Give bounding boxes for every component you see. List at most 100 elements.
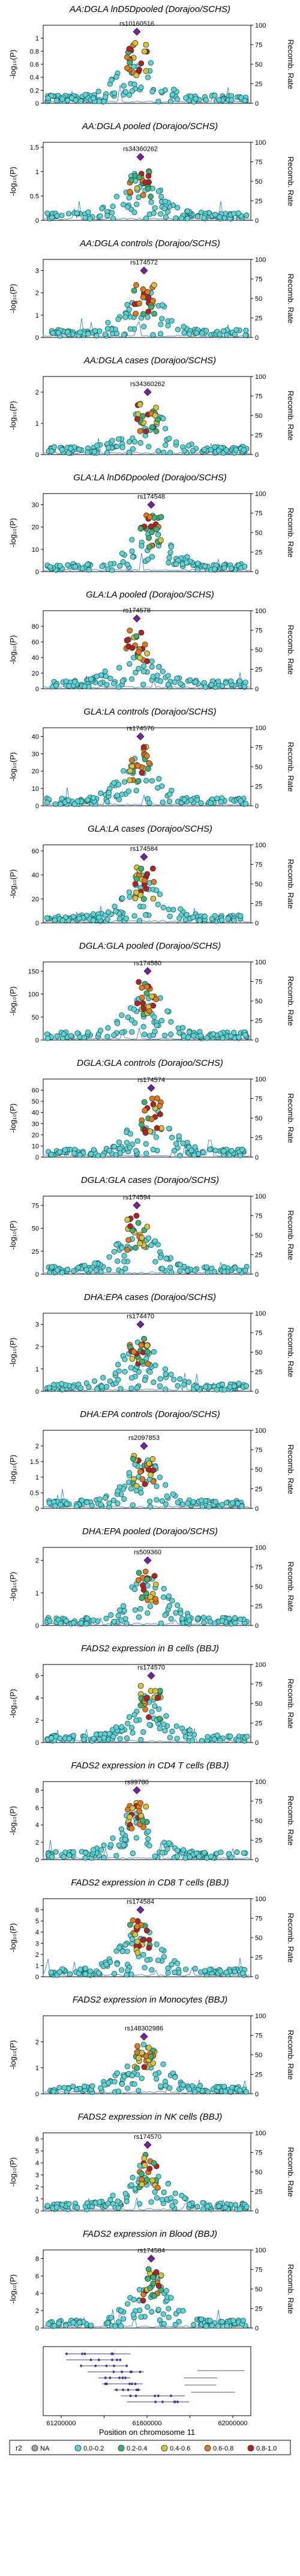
rate-tick-label: 0 <box>255 217 259 225</box>
snp-point <box>158 193 164 200</box>
snp-point <box>97 1027 104 1033</box>
snp-point <box>131 1006 137 1012</box>
snp-point <box>135 1577 142 1583</box>
snp-point <box>74 2204 80 2211</box>
snp-point <box>219 917 225 923</box>
rate-axis-label: Recomb. Rate <box>286 742 295 791</box>
snp-point <box>99 563 105 569</box>
snp-point <box>65 329 71 335</box>
y-tick-label: 40 <box>32 733 39 740</box>
snp-point <box>180 2308 186 2314</box>
rate-tick-label: 100 <box>255 842 266 849</box>
snp-point <box>125 2085 131 2091</box>
snp-point <box>66 1852 73 1858</box>
snp-point <box>149 554 155 560</box>
snp-point <box>161 2321 167 2327</box>
panel-title: GLA:LA cases (Dorajoo/SCHS) <box>88 824 212 834</box>
snp-point <box>159 1849 165 1855</box>
y-tick-label: 30 <box>32 1120 39 1128</box>
snp-point <box>226 1615 232 1622</box>
y-tick-label: 4 <box>35 2290 39 2297</box>
panel-title: AA:DGLA lnD5Dpooled (Dorajoo/SCHS) <box>69 4 230 14</box>
rate-tick-label: 100 <box>255 2130 266 2137</box>
snp-point <box>49 1854 55 1860</box>
snp-point <box>117 563 123 569</box>
rate-tick-label: 0 <box>255 1505 259 1513</box>
rate-axis-label: Recomb. Rate <box>286 2264 295 2314</box>
snp-point <box>151 878 157 885</box>
snp-point <box>123 915 129 922</box>
rate-tick-label: 0 <box>255 1271 259 1278</box>
snp-point <box>185 1500 191 1506</box>
gene-exon <box>98 2359 100 2361</box>
snp-point <box>114 443 120 450</box>
snp-point <box>138 60 145 67</box>
y-axis-label: -log₁₀(P) <box>8 1923 17 1953</box>
lead-snp-marker <box>136 1906 145 1914</box>
snp-point <box>70 1849 77 1855</box>
snp-point <box>139 1358 145 1365</box>
snp-point <box>157 1102 163 1109</box>
lead-snp-label: rs148302986 <box>125 2025 163 2033</box>
snp-point <box>143 912 149 918</box>
snp-point <box>127 767 133 774</box>
y-tick-label: 4 <box>35 2160 39 2167</box>
snp-point <box>130 1730 136 1736</box>
y-tick-label: 0 <box>35 2325 39 2332</box>
snp-point <box>148 993 155 1000</box>
snp-point <box>117 1150 124 1156</box>
gene-exon <box>125 2365 128 2367</box>
snp-point <box>112 2323 118 2329</box>
rate-axis-label: Recomb. Rate <box>286 1444 295 1494</box>
rate-tick-label: 50 <box>255 998 262 1005</box>
snp-point <box>149 297 156 304</box>
snp-point <box>205 2088 211 2095</box>
rate-tick-label: 75 <box>255 42 262 49</box>
snp-point <box>202 1384 209 1390</box>
rate-tick-label: 25 <box>255 549 262 557</box>
rate-tick-label: 100 <box>255 2013 266 2020</box>
rate-tick-label: 25 <box>255 1018 262 1025</box>
panel-title: AA:DGLA cases (Dorajoo/SCHS) <box>83 355 216 366</box>
rate-tick-label: 25 <box>255 1603 262 1610</box>
snp-point <box>155 901 161 908</box>
snp-point <box>151 210 157 216</box>
snp-point <box>125 1967 131 1973</box>
gene-exon <box>128 2383 131 2385</box>
snp-point <box>244 2204 250 2210</box>
snp-point <box>104 325 110 332</box>
rate-tick-label: 0 <box>255 1037 259 1044</box>
snp-point <box>151 2293 158 2299</box>
rate-tick-label: 50 <box>255 61 262 68</box>
chart-panel: DGLA:GLA controls (Dorajoo/SCHS) 0 10 20 30 4… <box>8 1058 295 1161</box>
snp-point <box>98 790 104 796</box>
gene-exon <box>121 2371 123 2373</box>
snp-point <box>134 2043 140 2049</box>
snp-point <box>205 2204 211 2210</box>
gene-exon <box>83 2353 86 2355</box>
snp-point <box>77 1967 83 1973</box>
snp-point <box>106 1254 112 1260</box>
snp-point <box>209 916 215 922</box>
rate-tick-label: 50 <box>255 1935 262 1942</box>
snp-point <box>140 1937 146 1943</box>
snp-point <box>128 757 135 764</box>
snp-point <box>145 1583 151 1589</box>
snp-point <box>212 1621 218 1627</box>
chart-panel: DGLA:GLA pooled (Dorajoo/SCHS) 0 50 100 150 0… <box>8 941 295 1044</box>
snp-point <box>128 1486 134 1492</box>
snp-point <box>140 896 147 903</box>
chart-panel: FADS2 expression in B cells (BBJ) 0 2 4 6 0 25… <box>8 1643 295 1747</box>
snp-point <box>181 324 187 330</box>
snp-point <box>116 1139 122 1145</box>
snp-point <box>138 865 145 872</box>
legend-label: 0.0-0.2 <box>83 2445 104 2452</box>
snp-point <box>181 330 187 336</box>
panel-title: GLA:LA lnD6Dpooled (Dorajoo/SCHS) <box>73 473 226 483</box>
snp-point <box>131 2081 137 2087</box>
snp-point <box>146 535 152 541</box>
snp-point <box>59 2201 65 2207</box>
snp-point <box>114 2070 120 2076</box>
rate-tick-label: 25 <box>255 667 262 674</box>
lead-snp-marker <box>133 614 141 623</box>
